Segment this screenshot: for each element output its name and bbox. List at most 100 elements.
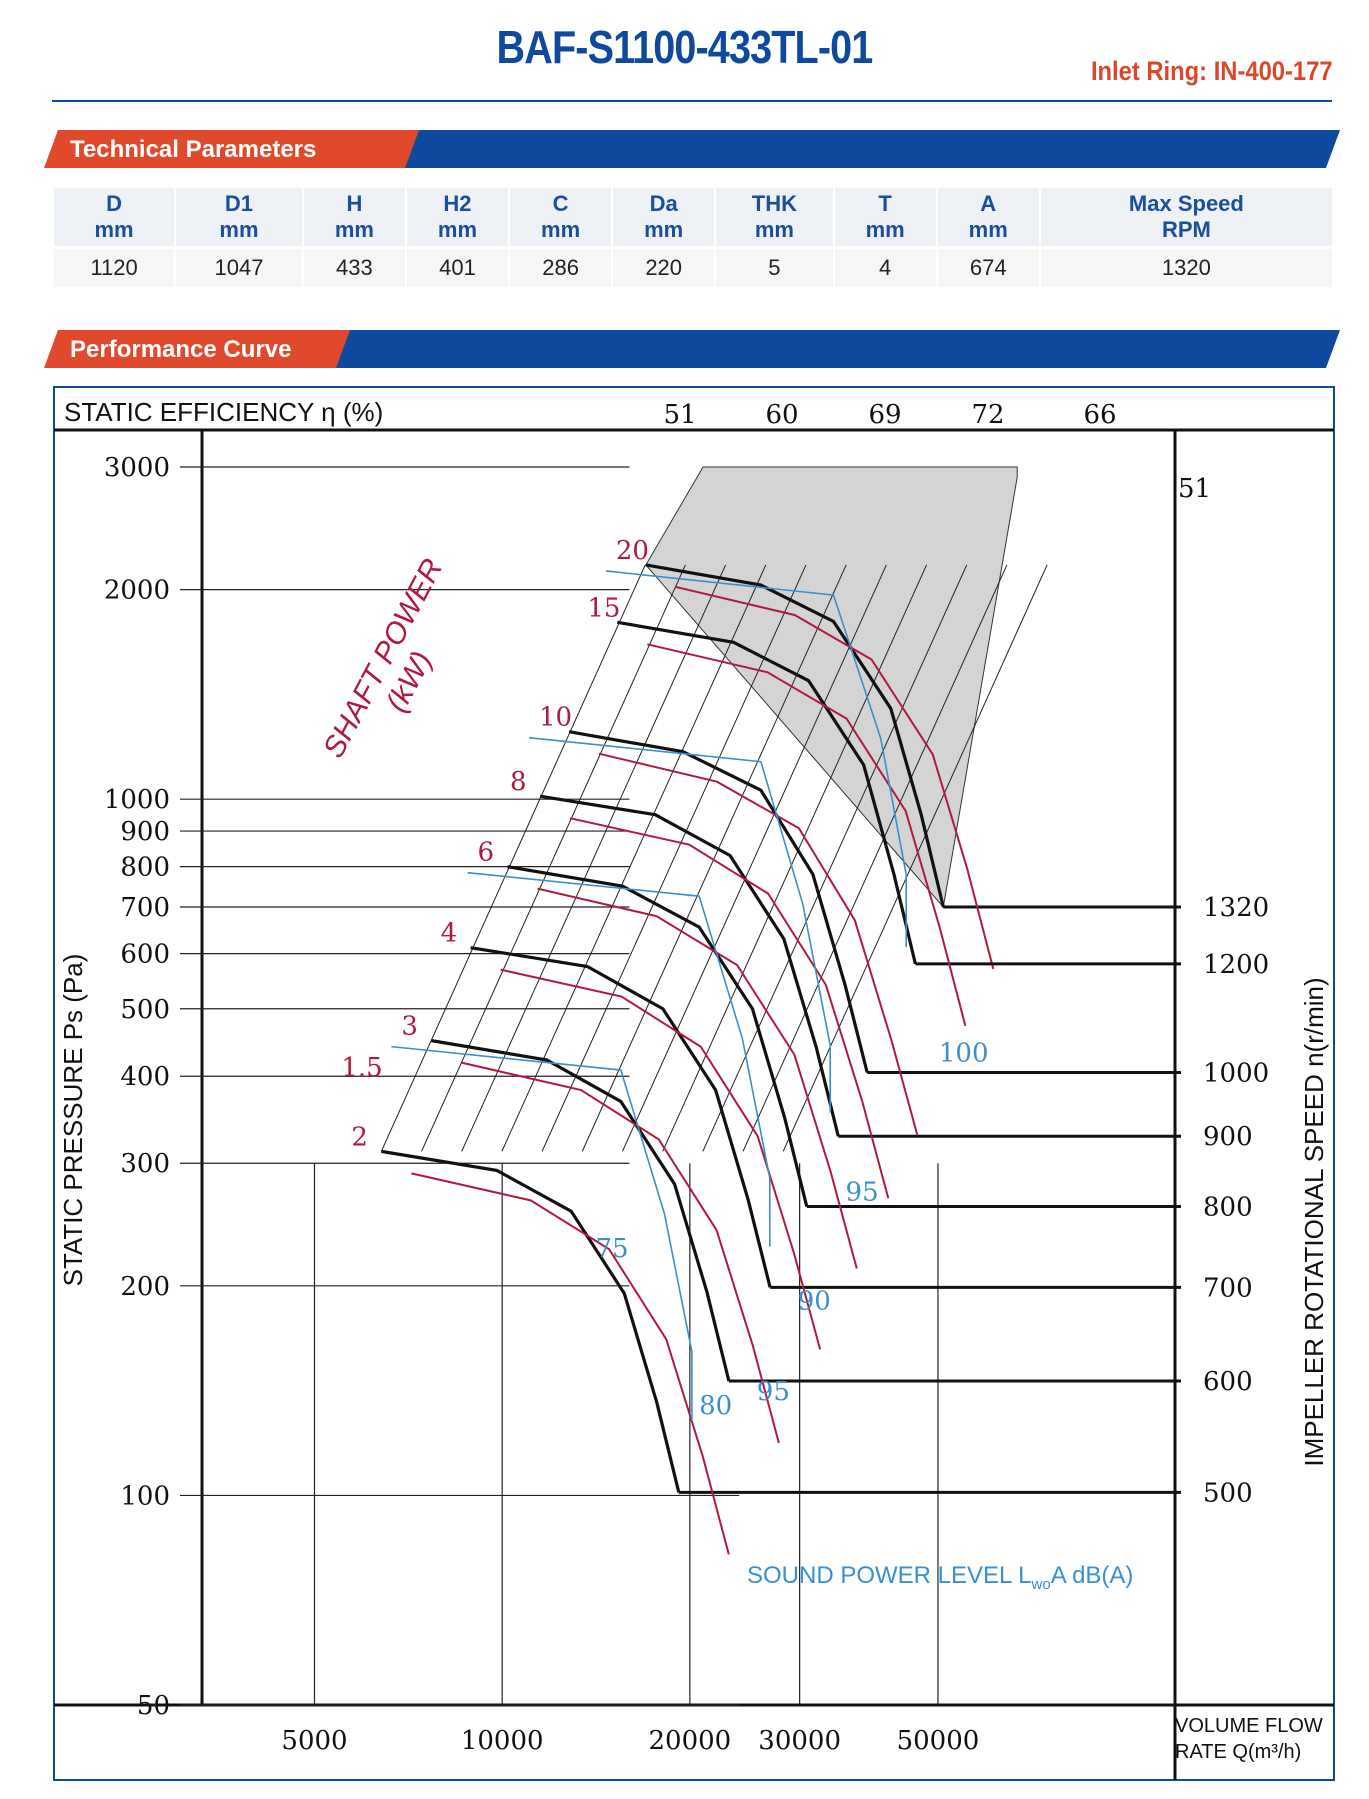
speed-curve [645, 563, 945, 908]
y-tick-label: 200 [120, 1272, 170, 1302]
param-value: 1320 [1039, 246, 1335, 287]
param-value: 1120 [54, 246, 177, 287]
shaft-power-curve [461, 1061, 780, 1444]
speed-curve [617, 620, 917, 965]
x-tick-label: 50000 [897, 1726, 980, 1756]
banner-shape [44, 130, 1340, 168]
sound-level-value: 75 [595, 1234, 628, 1264]
shaft-power-curve [675, 585, 995, 970]
inlet-ring-label: Inlet Ring: IN-400-177 [1091, 56, 1333, 86]
shaft-power-curve [647, 643, 967, 1027]
efficiency-grid-line [501, 564, 767, 1152]
shaft-power-value: 10 [539, 703, 572, 733]
sound-power-curve [391, 1045, 693, 1421]
shaft-power-value: 4 [441, 919, 458, 949]
y-tick-label: 300 [120, 1149, 170, 1179]
sound-level-value: 80 [699, 1391, 732, 1421]
efficiency-value: 60 [765, 400, 798, 430]
param-header: Da mm [612, 188, 717, 248]
sound-power-curve [528, 736, 832, 1113]
shaft-power-title: SHAFT POWER(kW) [317, 554, 449, 764]
speed-label: 600 [1203, 1367, 1253, 1397]
speed-axis-title: IMPELLER ROTATIONAL SPEED n(r/min) [1299, 977, 1329, 1466]
param-value: 5 [715, 246, 835, 287]
title-divider [52, 100, 1332, 102]
speed-label: 900 [1203, 1122, 1253, 1152]
parameters-value-row: 1120 1047 433 401 286 220 5 4 674 1320 [54, 246, 1335, 287]
performance-curve-banner: Performance Curve [44, 330, 1340, 368]
y-tick-label: 50 [137, 1691, 170, 1721]
shaft-power-curve [537, 887, 858, 1269]
speed-label: 500 [1203, 1478, 1253, 1508]
speed-label: 1200 [1203, 950, 1269, 980]
banner-shape [44, 330, 1340, 368]
efficiency-grid-line [622, 564, 887, 1152]
speed-curve [507, 865, 809, 1207]
efficiency-grid-line [380, 564, 646, 1152]
shaft-power-value: 2 [351, 1122, 368, 1152]
efficiency-value: 51 [663, 400, 696, 430]
y-tick-label: 100 [120, 1481, 170, 1511]
param-value: 220 [612, 246, 717, 287]
speed-curve [431, 1039, 731, 1382]
efficiency-value: 72 [971, 400, 1004, 430]
y-tick-label: 400 [120, 1062, 170, 1092]
grid-lines [180, 466, 939, 1706]
shaft-power-value: 1.5 [341, 1053, 382, 1083]
efficiency-grid-line [742, 564, 1008, 1152]
param-header: Max Speed RPM [1039, 188, 1335, 248]
speed-curve [568, 730, 869, 1073]
shaft-power-curve [500, 968, 822, 1350]
efficiency-grid [380, 564, 1048, 1152]
sound-level-value: 95 [757, 1377, 790, 1407]
sound-level-value: 100 [939, 1038, 989, 1068]
y-tick-label: 900 [120, 817, 170, 847]
y-tick-label: 3000 [104, 453, 170, 483]
efficiency-value: 51 [1178, 474, 1211, 504]
sound-power-title: SOUND POWER LEVEL LwoA dB(A) [747, 1562, 1133, 1593]
shaft-power-value: 6 [478, 838, 495, 868]
y-tick-label: 2000 [104, 576, 170, 606]
param-value: 433 [302, 246, 407, 287]
speed-curve [470, 946, 772, 1288]
x-tick-label: 5000 [281, 1726, 347, 1756]
shaft-power-curve [411, 1172, 730, 1555]
efficiency-grid-line [702, 564, 968, 1152]
shaft-power-curve [598, 752, 919, 1135]
sound-power-curve [467, 871, 771, 1247]
efficiency-grid-line [782, 564, 1048, 1152]
y-tick-label: 700 [120, 893, 170, 923]
performance-curve-heading: Performance Curve [70, 336, 292, 363]
sound-level-value: 90 [798, 1286, 831, 1316]
y-tick-label: 800 [120, 853, 170, 883]
param-header: H2 mm [405, 188, 511, 248]
param-value: 4 [833, 246, 938, 287]
efficiency-value: 69 [868, 400, 901, 430]
y-tick-label: 1000 [104, 785, 170, 815]
x-axis-title: VOLUME FLOW [1175, 1715, 1323, 1737]
efficiency-grid-line [662, 564, 927, 1152]
sound-level-value: 95 [846, 1178, 879, 1208]
sound-power-curve [605, 570, 908, 948]
model-title: BAF-S1100-433TL-01 [496, 21, 874, 73]
chart-border [53, 386, 1335, 1781]
param-header: THK mm [715, 188, 835, 248]
efficiency-grid-line [541, 564, 807, 1152]
speed-label: 800 [1203, 1192, 1253, 1222]
shaft-power-value: 15 [587, 593, 620, 623]
efficiency-axis-title: STATIC EFFICIENCY η (%) [64, 397, 383, 427]
speed-curve [381, 1149, 681, 1493]
technical-parameters-banner: Technical Parameters [44, 130, 1340, 168]
param-header: D1 mm [175, 188, 304, 248]
shaft-power-value: 8 [510, 767, 527, 797]
param-value: 286 [509, 246, 614, 287]
technical-parameters-heading: Technical Parameters [70, 136, 317, 163]
